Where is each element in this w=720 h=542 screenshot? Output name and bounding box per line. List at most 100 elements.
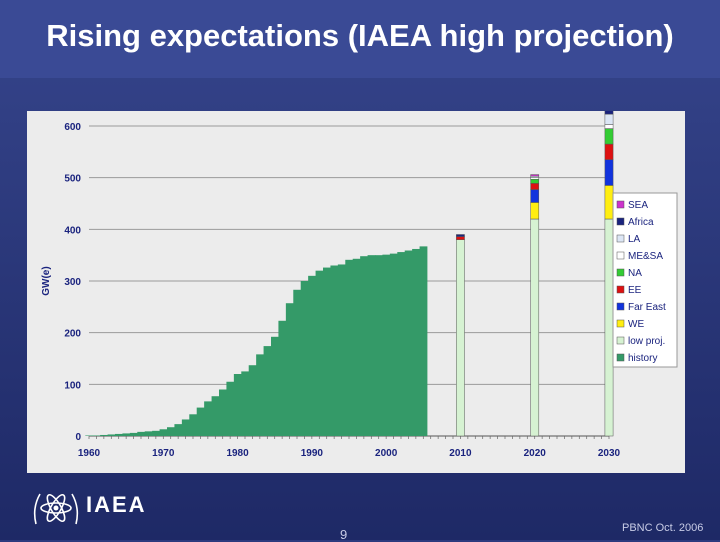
history-bar [152,430,160,436]
slide-title: Rising expectations (IAEA high projectio… [46,18,674,53]
legend-label: WE [628,319,644,330]
history-bar [271,336,279,436]
x-tick-label: 2010 [449,448,472,459]
projection-segment [604,128,614,145]
history-bar [360,256,368,436]
y-tick-label: 300 [64,277,81,288]
iaea-logo-text: IAEA [86,492,147,517]
history-bar [256,354,264,436]
projection-segment [604,113,614,125]
x-tick-label: 2000 [375,448,398,459]
history-bar [404,250,413,436]
history-bar [285,303,294,436]
legend-label: history [628,353,657,364]
legend-swatch [616,200,625,209]
y-tick-label: 0 [75,432,81,443]
history-bar [345,259,354,436]
history-bar [278,320,287,436]
projection-segment [456,239,465,437]
projection-segment [530,218,540,437]
history-bar [144,431,153,436]
history-bar [115,433,123,436]
projection-segment [456,234,465,237]
history-bar [92,435,101,436]
legend-label: LA [628,234,641,245]
y-tick-label: 400 [64,225,81,236]
history-bar [204,401,212,436]
y-tick-label: 100 [64,380,81,391]
projection-segment [604,124,614,129]
projection-segment [604,111,614,115]
legend-swatch [616,268,625,277]
projection-segment [530,183,540,190]
projection-segment [456,236,465,240]
footer-note: PBNC Oct. 2006 [622,522,704,534]
y-tick-label: 600 [64,122,81,133]
legend-swatch [616,353,625,362]
history-bar [189,414,198,436]
history-bar [233,374,242,436]
history-bar [389,253,398,436]
y-axis-label: GW(e) [41,266,52,295]
page-number: 9 [340,527,348,542]
history-bar [330,265,339,436]
legend-label: Far East [628,302,666,313]
history-bar [419,246,428,436]
x-tick-label: 2020 [524,448,547,459]
legend-swatch [616,217,625,226]
x-tick-label: 1970 [152,448,175,459]
history-bar [129,432,138,436]
legend-label: Africa [628,217,654,228]
history-bar [226,381,235,436]
legend-swatch [616,251,625,260]
history-bar [293,289,302,436]
x-tick-label: 1990 [301,448,324,459]
legend-swatch [616,319,625,328]
projection-segment [530,189,540,203]
history-bar [315,270,324,436]
history-bar [412,248,420,436]
chart: 0 100 200 300 400 500 600 GW(e) 1960 1970 1980 1990… [41,111,678,459]
history-bar [397,252,406,436]
legend-swatch [616,336,625,345]
y-tick-label: 500 [64,174,81,185]
history-bar [107,434,116,436]
history-bar [100,434,108,436]
history-bar [367,255,376,436]
legend-label: SEA [628,200,648,211]
legend-swatch [616,234,625,243]
iaea-logo-emblem [33,493,79,525]
history-bar [174,424,183,436]
projection-segment [604,143,614,160]
history-bar [337,264,346,436]
history-bar [196,407,205,436]
legend-label: low proj. [628,336,665,347]
legend-label: EE [628,285,642,296]
history-bar [159,429,168,436]
history-bar [85,435,94,436]
projection-segment [530,174,540,177]
legend-swatch [616,285,625,294]
projection-segment [530,178,540,184]
projection-segment [604,218,614,437]
history-bar [211,396,220,436]
history-bar [219,389,227,436]
projection-segment [604,159,614,186]
history-bar [263,346,272,436]
legend-label: NA [628,268,642,279]
history-bar [137,431,146,436]
history-bar [167,427,175,436]
legend-label: ME&SA [628,251,663,262]
history-bar [323,267,331,436]
projection-segment [604,185,614,220]
history-bar [122,433,131,436]
history-bar [241,371,250,436]
legend-swatch [616,302,625,311]
history-bar [308,275,316,436]
y-tick-label: 200 [64,329,81,340]
x-tick-label: 2030 [598,448,621,459]
history-bar [181,419,190,436]
x-tick-label: 1980 [226,448,249,459]
history-bar [375,255,383,436]
x-tick-label: 1960 [78,448,101,459]
